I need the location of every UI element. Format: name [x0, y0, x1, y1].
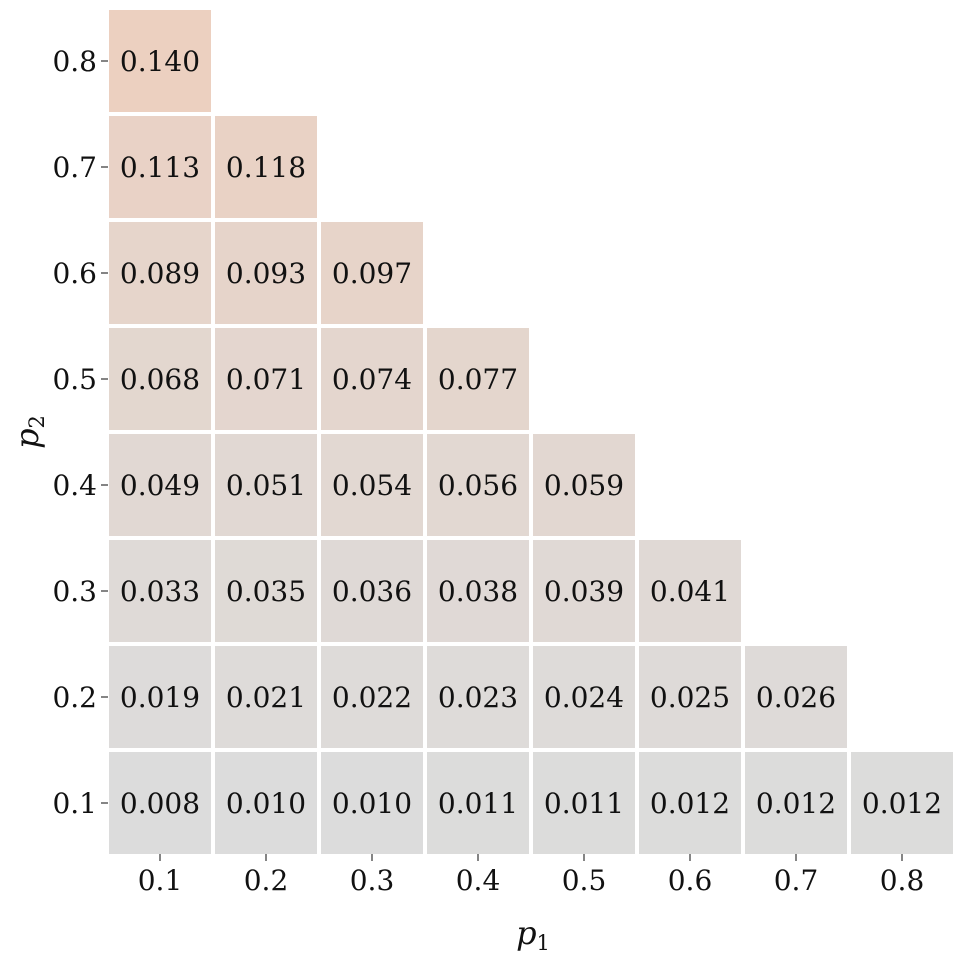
cell-value-label: 0.011: [438, 787, 518, 820]
cell-value-label: 0.054: [332, 469, 412, 502]
cell-value-label: 0.039: [544, 575, 624, 608]
cell-value-label: 0.051: [226, 469, 306, 502]
heatmap-cell: [109, 222, 211, 324]
cell-value-label: 0.021: [226, 681, 306, 714]
heatmap-cell: [109, 434, 211, 536]
heatmap-cell: [321, 328, 423, 430]
cell-value-label: 0.049: [120, 469, 200, 502]
cell-value-label: 0.068: [120, 363, 200, 396]
heatmap-cell: [427, 646, 529, 748]
x-axis-label: p1: [516, 914, 550, 955]
heatmap-cell: [215, 540, 317, 642]
heatmap-cell: [427, 540, 529, 642]
heatmap-cell: [215, 434, 317, 536]
cell-value-label: 0.023: [438, 681, 518, 714]
cell-value-label: 0.011: [544, 787, 624, 820]
heatmap-cell: [109, 10, 211, 112]
heatmap-cell: [321, 540, 423, 642]
cell-value-label: 0.022: [332, 681, 412, 714]
heatmap-cell: [321, 222, 423, 324]
y-axis-ticks: 0.1 0.2 0.3 0.4 0.5 0.6 0.7 0.8: [52, 45, 108, 820]
cell-value-label: 0.019: [120, 681, 200, 714]
heatmap-cell: [109, 646, 211, 748]
heatmap-cell: [215, 328, 317, 430]
cell-value-label: 0.118: [226, 151, 306, 184]
y-tick-label: 0.3: [52, 575, 97, 608]
cell-value-label: 0.089: [120, 257, 200, 290]
cell-value-label: 0.036: [332, 575, 412, 608]
heatmap-cell: [745, 646, 847, 748]
heatmap-cell: [427, 752, 529, 854]
heatmap-cell: [851, 752, 953, 854]
heatmap-cell: [215, 752, 317, 854]
cell-value-label: 0.010: [332, 787, 412, 820]
cell-value-label: 0.010: [226, 787, 306, 820]
heatmap-cell: [427, 328, 529, 430]
cell-value-label: 0.059: [544, 469, 624, 502]
heatmap-cell: [215, 222, 317, 324]
cell-value-label: 0.093: [226, 257, 306, 290]
heatmap-cell: [427, 434, 529, 536]
cell-value-label: 0.012: [862, 787, 942, 820]
x-tick-label: 0.6: [668, 864, 713, 897]
heatmap-cell: [321, 752, 423, 854]
heatmap-cell: [745, 752, 847, 854]
cell-value-label: 0.071: [226, 363, 306, 396]
heatmap-cell: [639, 646, 741, 748]
cell-value-label: 0.025: [650, 681, 730, 714]
cell-value-label: 0.041: [650, 575, 730, 608]
x-tick-label: 0.4: [456, 864, 501, 897]
heatmap-cell: [215, 646, 317, 748]
heatmap-cell: [533, 434, 635, 536]
cell-value-label: 0.140: [120, 45, 200, 78]
cell-value-label: 0.056: [438, 469, 518, 502]
y-tick-label: 0.2: [52, 681, 97, 714]
heatmap-cell: [321, 434, 423, 536]
y-tick-label: 0.5: [52, 363, 97, 396]
x-tick-label: 0.2: [244, 864, 289, 897]
cell-value-label: 0.033: [120, 575, 200, 608]
cell-value-label: 0.074: [332, 363, 412, 396]
cell-value-label: 0.008: [120, 787, 200, 820]
y-tick-label: 0.8: [52, 45, 97, 78]
heatmap-cell: [321, 646, 423, 748]
heatmap-cell: [215, 116, 317, 218]
cell-value-label: 0.024: [544, 681, 624, 714]
heatmap-cell: [533, 752, 635, 854]
x-tick-label: 0.8: [880, 864, 925, 897]
heatmap-cell: [109, 116, 211, 218]
y-axis-label: p2: [8, 415, 49, 449]
heatmap-cell: [109, 328, 211, 430]
x-tick-label: 0.1: [138, 864, 183, 897]
heatmap-cell: [533, 540, 635, 642]
cell-value-label: 0.038: [438, 575, 518, 608]
x-tick-label: 0.5: [562, 864, 607, 897]
x-tick-label: 0.7: [774, 864, 819, 897]
cell-value-label: 0.012: [650, 787, 730, 820]
cell-value-label: 0.012: [756, 787, 836, 820]
cell-value-label: 0.097: [332, 257, 412, 290]
heatmap-cell: [639, 752, 741, 854]
x-axis-ticks: 0.1 0.2 0.3 0.4 0.5 0.6 0.7 0.8: [138, 854, 925, 897]
cell-value-label: 0.026: [756, 681, 836, 714]
heatmap-cell: [109, 752, 211, 854]
heatmap-cell: [533, 646, 635, 748]
heatmap-cells: 0.140 0.113 0.118 0.089 0.093 0.097 0.068 0.071…: [109, 10, 953, 854]
cell-value-label: 0.077: [438, 363, 518, 396]
cell-value-label: 0.113: [120, 151, 200, 184]
heatmap-cell: [639, 540, 741, 642]
heatmap-cell: [109, 540, 211, 642]
y-tick-label: 0.7: [52, 151, 97, 184]
cell-value-label: 0.035: [226, 575, 306, 608]
y-tick-label: 0.1: [52, 787, 97, 820]
x-tick-label: 0.3: [350, 864, 395, 897]
y-tick-label: 0.4: [52, 469, 97, 502]
y-tick-label: 0.6: [52, 257, 97, 290]
